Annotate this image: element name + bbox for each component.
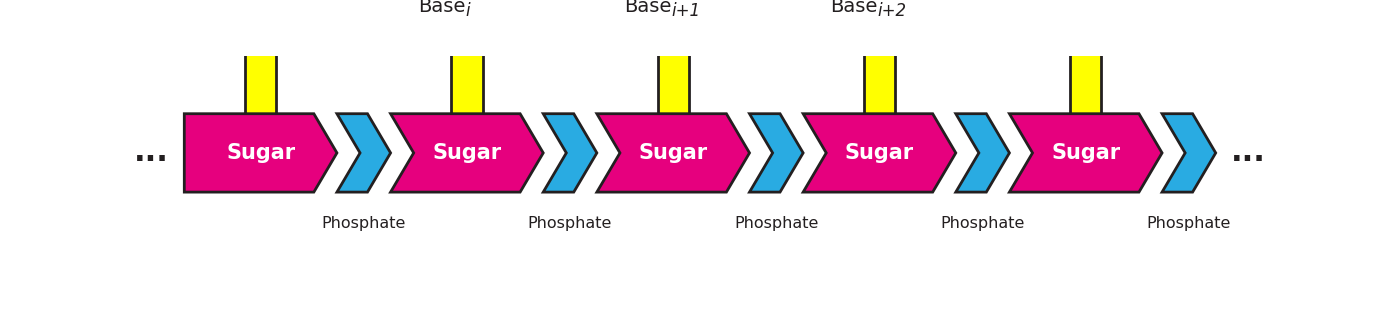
Text: Sugar: Sugar	[638, 143, 708, 163]
Text: Sugar: Sugar	[433, 143, 501, 163]
Bar	[658, 23, 689, 114]
Text: Phosphate: Phosphate	[734, 216, 819, 231]
Text: Base: Base	[830, 0, 878, 16]
Text: Sugar: Sugar	[225, 143, 295, 163]
Text: ...: ...	[134, 139, 169, 167]
Text: Phosphate: Phosphate	[528, 216, 612, 231]
Text: i+1: i+1	[672, 2, 700, 20]
Polygon shape	[1162, 114, 1215, 192]
Text: Phosphate: Phosphate	[322, 216, 406, 231]
Bar	[1070, 23, 1102, 114]
Polygon shape	[1009, 114, 1162, 192]
Text: i: i	[465, 2, 470, 20]
Bar	[451, 23, 483, 114]
Polygon shape	[185, 114, 337, 192]
Bar	[864, 23, 895, 114]
Text: ...: ...	[1231, 139, 1266, 167]
Text: Base: Base	[624, 0, 672, 16]
Text: Sugar: Sugar	[846, 143, 914, 163]
Polygon shape	[543, 114, 596, 192]
Text: Phosphate: Phosphate	[941, 216, 1025, 231]
Polygon shape	[596, 114, 749, 192]
Polygon shape	[956, 114, 1009, 192]
Text: i+2: i+2	[878, 2, 907, 20]
Text: Phosphate: Phosphate	[1147, 216, 1231, 231]
Polygon shape	[337, 114, 391, 192]
Text: Sugar: Sugar	[1051, 143, 1120, 163]
Bar	[245, 23, 276, 114]
Polygon shape	[749, 114, 804, 192]
Polygon shape	[391, 114, 543, 192]
Polygon shape	[804, 114, 956, 192]
Text: Base: Base	[417, 0, 465, 16]
